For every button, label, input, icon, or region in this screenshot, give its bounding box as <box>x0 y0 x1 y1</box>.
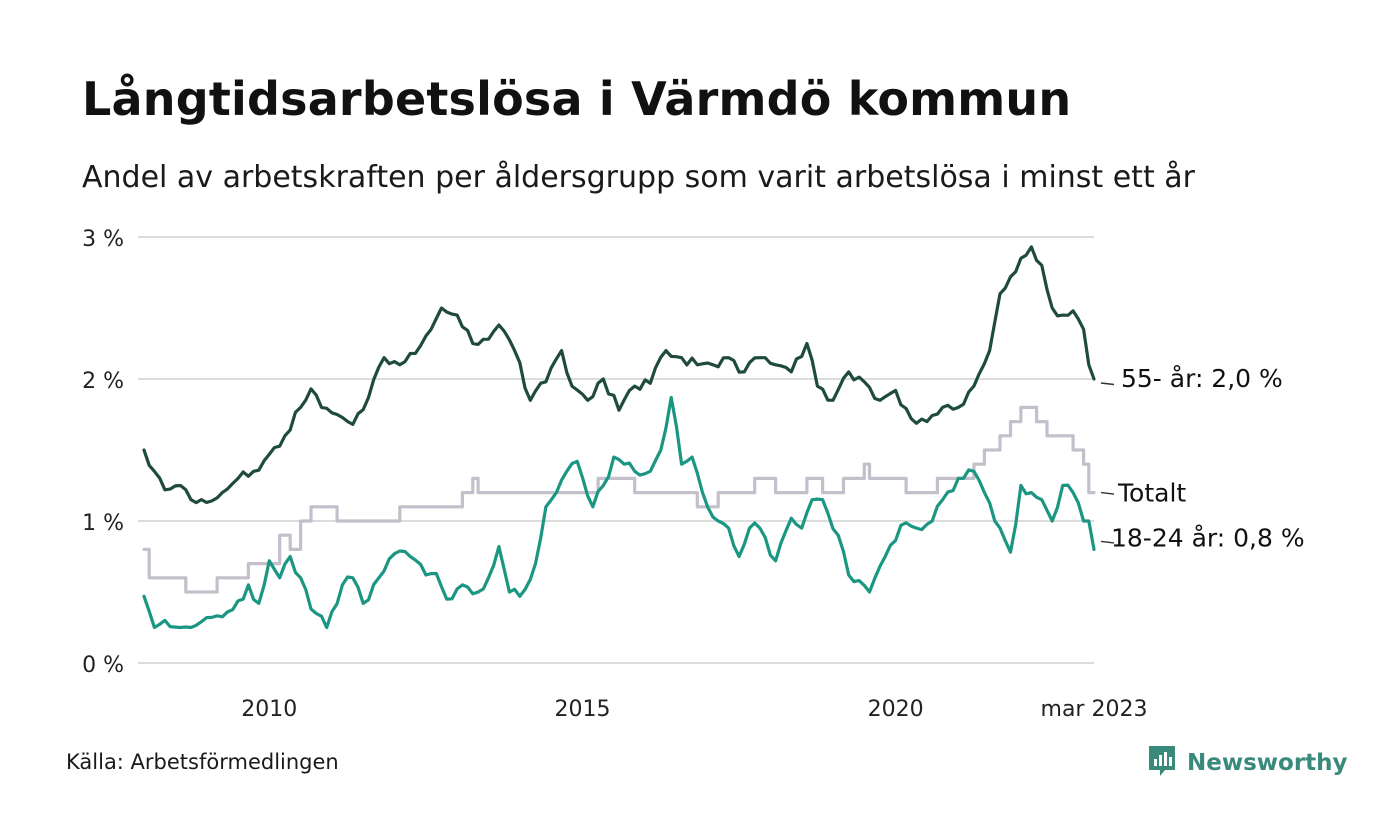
line-chart: 0 % 1 % 2 % 3 % 2010 2015 2020 mar 2023 Totalt… <box>82 227 1305 722</box>
x-tick-label-2: 2020 <box>868 697 924 722</box>
brand-logo[interactable]: Newsworthy <box>1147 744 1348 782</box>
x-tick-label-3: mar 2023 <box>1041 697 1148 722</box>
y-axis-ticks: 0 % 1 % 2 % 3 % <box>82 227 124 678</box>
source-note: Källa: Arbetsförmedlingen <box>66 750 339 774</box>
series-lines <box>142 245 1096 630</box>
grid-lines <box>138 236 1094 664</box>
end-label-leader-s55 <box>1100 382 1115 386</box>
end-label-leader-total <box>1100 491 1115 495</box>
chart-subtitle: Andel av arbetskraften per åldersgrupp s… <box>82 160 1195 195</box>
end-label-s55: 55- år: 2,0 % <box>1121 364 1283 393</box>
end-label-s1824: 18-24 år: 0,8 % <box>1111 523 1305 552</box>
bar-chart-speech-bubble-icon <box>1147 744 1177 782</box>
x-tick-label-1: 2015 <box>554 697 610 722</box>
y-tick-label-3: 3 % <box>82 227 124 252</box>
x-tick-label-0: 2010 <box>241 697 297 722</box>
end-label-total: Totalt <box>1117 479 1186 508</box>
series-end-labels: Totalt 18-24 år: 0,8 % 55- år: 2,0 % <box>1100 364 1305 552</box>
series-line-s55 <box>142 245 1096 505</box>
chart-title: Långtidsarbetslösa i Värmdö kommun <box>82 72 1072 126</box>
y-tick-label-1: 1 % <box>82 511 124 536</box>
x-axis-ticks: 2010 2015 2020 mar 2023 <box>241 697 1147 722</box>
y-tick-label-0: 0 % <box>82 653 124 678</box>
brand-name: Newsworthy <box>1187 750 1348 776</box>
end-label-leader-s1824 <box>1100 540 1115 544</box>
y-tick-label-2: 2 % <box>82 369 124 394</box>
series-line-s1824 <box>142 395 1096 630</box>
